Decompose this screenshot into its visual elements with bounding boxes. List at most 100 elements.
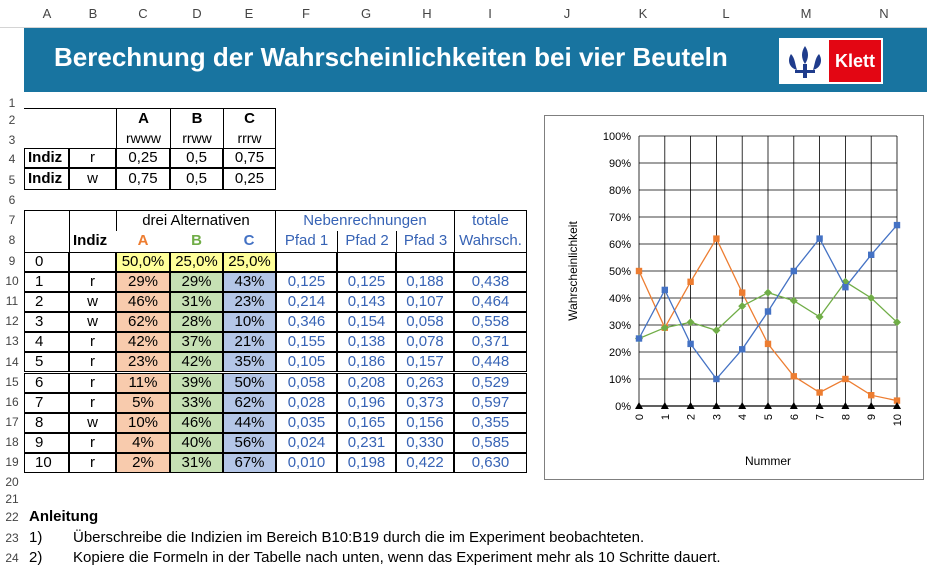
alternative-probability[interactable]: 62% bbox=[223, 392, 276, 413]
alternative-probability[interactable]: 10% bbox=[116, 412, 170, 433]
column-header[interactable]: L bbox=[722, 6, 730, 21]
alternative-probability[interactable]: 62% bbox=[116, 312, 170, 333]
indiz-value[interactable]: w bbox=[69, 168, 116, 190]
indiz-cell[interactable]: w bbox=[69, 312, 116, 333]
alternative-probability[interactable]: 44% bbox=[223, 412, 276, 433]
alternative-probability[interactable]: 39% bbox=[170, 372, 223, 393]
alternative-probability[interactable]: 23% bbox=[223, 292, 276, 313]
step-number[interactable]: 10 bbox=[24, 452, 69, 473]
empty-cell[interactable] bbox=[396, 252, 454, 272]
indiz-cell[interactable]: r bbox=[69, 332, 116, 353]
column-header[interactable]: F bbox=[302, 6, 310, 21]
row-header[interactable]: 17 bbox=[5, 415, 19, 429]
bag-name[interactable]: A bbox=[138, 110, 149, 127]
step-number[interactable]: 7 bbox=[24, 392, 69, 413]
row-header[interactable]: 23 bbox=[5, 531, 19, 545]
path-value[interactable]: 0,186 bbox=[337, 352, 396, 373]
row-header[interactable]: 16 bbox=[5, 395, 19, 409]
path-value[interactable]: 0,058 bbox=[396, 312, 454, 333]
path-value[interactable]: 0,010 bbox=[276, 452, 337, 473]
instruction-text[interactable]: Kopiere die Formeln in der Tabelle nach … bbox=[73, 549, 721, 566]
row-header[interactable]: 10 bbox=[5, 274, 19, 288]
empty-cell[interactable] bbox=[337, 252, 396, 272]
row-header[interactable]: 12 bbox=[5, 314, 19, 328]
alternative-probability[interactable]: 37% bbox=[170, 332, 223, 353]
alternatives-header[interactable]: drei Alternativen bbox=[116, 210, 276, 231]
alternative-probability[interactable]: 43% bbox=[223, 272, 276, 292]
nebenrechnungen-header[interactable]: Nebenrechnungen bbox=[276, 210, 454, 231]
step-number[interactable]: 2 bbox=[24, 292, 69, 313]
column-header[interactable]: B bbox=[88, 6, 98, 21]
row-header[interactable]: 24 bbox=[5, 551, 19, 565]
row-header[interactable]: 9 bbox=[8, 254, 16, 268]
row-header[interactable]: 8 bbox=[8, 233, 16, 247]
bag-content[interactable]: rrrw bbox=[237, 130, 262, 146]
column-header[interactable]: G bbox=[360, 6, 372, 21]
row-header[interactable]: 15 bbox=[5, 375, 19, 389]
bag-probability[interactable]: 0,5 bbox=[170, 168, 223, 190]
path-value[interactable]: 0,125 bbox=[276, 272, 337, 292]
step-number[interactable]: 6 bbox=[24, 372, 69, 393]
total-probability[interactable]: 0,529 bbox=[454, 372, 527, 393]
alternative-probability[interactable]: 31% bbox=[170, 452, 223, 473]
path-value[interactable]: 0,024 bbox=[276, 432, 337, 453]
column-header[interactable]: K bbox=[638, 6, 648, 21]
row-header[interactable]: 19 bbox=[5, 455, 19, 469]
path-value[interactable]: 0,138 bbox=[337, 332, 396, 353]
totale-header[interactable]: totale bbox=[454, 210, 527, 231]
step-number[interactable]: 9 bbox=[24, 432, 69, 453]
path-value[interactable]: 0,125 bbox=[337, 272, 396, 292]
alternative-probability[interactable]: 33% bbox=[170, 392, 223, 413]
path-value[interactable]: 0,214 bbox=[276, 292, 337, 313]
path-value[interactable]: 0,165 bbox=[337, 412, 396, 433]
total-probability[interactable]: 0,438 bbox=[454, 272, 527, 292]
alternative-probability[interactable]: 29% bbox=[116, 272, 170, 292]
alternative-name[interactable]: C bbox=[223, 231, 276, 252]
row-header[interactable]: 13 bbox=[5, 334, 19, 348]
column-header[interactable]: C bbox=[138, 6, 148, 21]
indiz-cell[interactable]: w bbox=[69, 292, 116, 313]
row-header[interactable]: 6 bbox=[8, 193, 16, 207]
indiz-column-header[interactable]: Indiz bbox=[73, 232, 108, 249]
total-probability[interactable]: 0,630 bbox=[454, 452, 527, 473]
alternative-probability[interactable]: 40% bbox=[170, 432, 223, 453]
total-probability[interactable]: 0,371 bbox=[454, 332, 527, 353]
path-value[interactable]: 0,155 bbox=[276, 332, 337, 353]
row-header[interactable]: 1 bbox=[8, 96, 16, 110]
row-header[interactable]: 2 bbox=[8, 113, 16, 127]
path-value[interactable]: 0,231 bbox=[337, 432, 396, 453]
alternative-probability[interactable]: 5% bbox=[116, 392, 170, 413]
column-header[interactable]: I bbox=[488, 6, 492, 21]
alternative-probability[interactable]: 29% bbox=[170, 272, 223, 292]
bag-name[interactable]: B bbox=[191, 110, 203, 127]
step-number[interactable]: 1 bbox=[24, 272, 69, 292]
bag-content[interactable]: rrww bbox=[182, 130, 212, 146]
indiz-label[interactable]: Indiz bbox=[24, 148, 69, 168]
step-number[interactable]: 4 bbox=[24, 332, 69, 353]
alternative-probability[interactable]: 4% bbox=[116, 432, 170, 453]
indiz-cell[interactable]: r bbox=[69, 352, 116, 373]
instructions-heading[interactable]: Anleitung bbox=[29, 508, 99, 525]
bag-probability[interactable]: 0,75 bbox=[116, 168, 170, 190]
step-number[interactable]: 3 bbox=[24, 312, 69, 333]
start-probability[interactable]: 25,0% bbox=[223, 252, 276, 272]
row-header[interactable]: 7 bbox=[8, 213, 16, 227]
path-value[interactable]: 0,208 bbox=[337, 372, 396, 393]
row-header[interactable]: 18 bbox=[5, 435, 19, 449]
column-header[interactable]: M bbox=[800, 6, 812, 21]
alternative-probability[interactable]: 42% bbox=[170, 352, 223, 373]
row-header[interactable]: 20 bbox=[5, 475, 19, 489]
path-value[interactable]: 0,107 bbox=[396, 292, 454, 313]
alternative-name[interactable]: A bbox=[137, 232, 149, 249]
row-header[interactable]: 22 bbox=[5, 510, 19, 524]
total-probability[interactable]: 0,448 bbox=[454, 352, 527, 373]
path-value[interactable]: 0,105 bbox=[276, 352, 337, 373]
column-header[interactable]: A bbox=[42, 6, 52, 21]
path-value[interactable]: 0,422 bbox=[396, 452, 454, 473]
path-value[interactable]: 0,330 bbox=[396, 432, 454, 453]
alternative-probability[interactable]: 42% bbox=[116, 332, 170, 353]
row-header[interactable]: 14 bbox=[5, 355, 19, 369]
start-probability[interactable]: 50,0% bbox=[116, 252, 170, 272]
bag-content[interactable]: rwww bbox=[126, 130, 161, 146]
indiz-label[interactable]: Indiz bbox=[24, 168, 69, 190]
